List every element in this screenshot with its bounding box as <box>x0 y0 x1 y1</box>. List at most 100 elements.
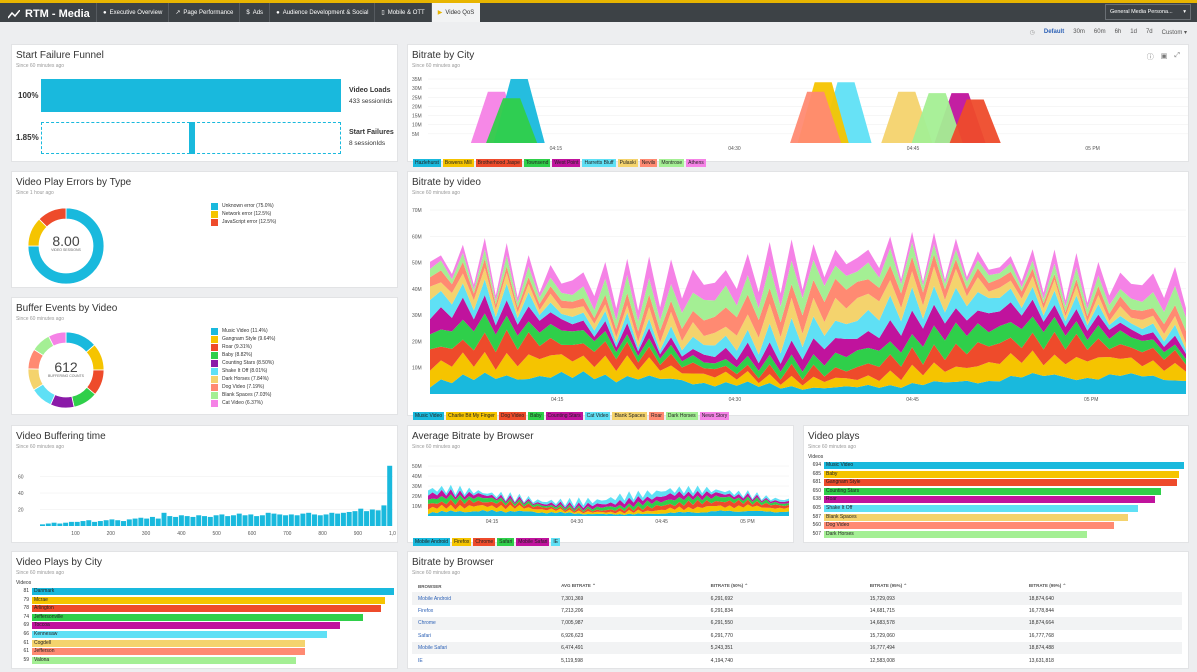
legend-safari[interactable]: Safari <box>497 538 515 546</box>
tab-page-performance[interactable]: ↗ Page Performance <box>168 3 239 22</box>
area-ie[interactable] <box>428 484 789 509</box>
legend-mobile-safari[interactable]: Mobile Safari <box>516 538 550 546</box>
area-townsend[interactable] <box>486 98 538 143</box>
histogram-bar[interactable] <box>45 523 51 526</box>
legend-roar[interactable]: Roar <box>649 412 664 420</box>
histogram-bar[interactable] <box>196 515 202 526</box>
donut-slice[interactable] <box>48 331 67 347</box>
histogram-bar[interactable] <box>149 516 155 526</box>
bar-danmark[interactable]: Danmark <box>32 588 394 595</box>
histogram-bar[interactable] <box>358 508 364 526</box>
bar-toccoa[interactable]: Toccoa <box>32 622 341 630</box>
histogram-bar[interactable] <box>178 515 184 526</box>
legend-charlie-bit-my-finger[interactable]: Charlie Bit My Finger <box>446 412 497 420</box>
area-counting-stars[interactable] <box>430 295 1186 372</box>
legend-item[interactable]: Blank Spaces (7.03%) <box>211 391 275 399</box>
time-option-custom[interactable]: Custom ▾ <box>1162 29 1187 36</box>
bar-counting-stars[interactable]: Counting Stars <box>824 487 1162 495</box>
histogram-bar[interactable] <box>300 513 306 526</box>
time-option-1d[interactable]: 1d <box>1130 29 1137 35</box>
area-music-video[interactable] <box>430 371 1186 394</box>
donut-slice[interactable] <box>27 207 105 285</box>
bar-music-video[interactable]: Music Video <box>824 462 1184 469</box>
histogram-bar[interactable] <box>155 518 161 526</box>
legend-item[interactable]: Counting Stars (8.50%) <box>211 359 275 367</box>
bar-jefferson[interactable]: Jefferson <box>32 648 305 656</box>
histogram-bar[interactable] <box>242 515 248 526</box>
tab-executive-overview[interactable]: ● Executive Overview <box>96 3 168 22</box>
histogram-bar[interactable] <box>271 513 277 526</box>
histogram-bar[interactable] <box>92 521 98 526</box>
bar-arlington[interactable]: Arlington <box>32 605 381 613</box>
area-charlie-bit-my-finger[interactable] <box>430 350 1186 390</box>
table-cell[interactable]: Mobile Safari <box>412 641 556 655</box>
column-header[interactable]: BROWSER <box>418 583 442 589</box>
area-baby[interactable] <box>430 313 1186 380</box>
column-header[interactable]: BITRATE (99%) ⌃ <box>1028 583 1067 589</box>
histogram-bar[interactable] <box>213 515 219 526</box>
histogram-bar[interactable] <box>346 511 352 526</box>
histogram-bar[interactable] <box>167 516 173 526</box>
bar-gangnam-style[interactable]: Gangnam Style <box>824 479 1178 487</box>
bar-mcrae[interactable]: Mcrae <box>32 596 386 604</box>
area-chrome[interactable] <box>428 498 789 514</box>
histogram-bar[interactable] <box>277 514 283 526</box>
legend-bowens-mill[interactable]: Bowens Mill <box>442 159 474 167</box>
table-cell[interactable]: Safari <box>418 632 432 639</box>
histogram-bar[interactable] <box>109 519 115 526</box>
area-dark-horses[interactable] <box>430 242 1186 332</box>
legend-hazlehurst[interactable]: Hazlehurst <box>413 159 441 167</box>
info-icon[interactable]: ⓘ <box>1146 54 1154 61</box>
donut-slice[interactable] <box>38 207 67 228</box>
app-brand[interactable]: RTM - Media <box>8 6 90 22</box>
legend-item[interactable]: Cat Video (6.37%) <box>211 399 275 407</box>
histogram-bar[interactable] <box>86 520 92 526</box>
histogram-bar[interactable] <box>138 517 144 526</box>
legend-west-point[interactable]: West Point <box>552 159 581 167</box>
legend-item[interactable]: Music Video (11.4%) <box>211 327 275 335</box>
table-cell[interactable]: Firefox <box>418 607 434 614</box>
histogram-bar[interactable] <box>375 510 381 526</box>
histogram-bar[interactable] <box>288 514 294 526</box>
histogram-bar[interactable] <box>254 516 260 526</box>
legend-music-video[interactable]: Music Video <box>413 412 445 420</box>
area-nevils[interactable] <box>790 91 842 143</box>
histogram-bar[interactable] <box>335 513 341 526</box>
area-firefox[interactable] <box>428 504 789 515</box>
histogram-bar[interactable] <box>306 512 312 526</box>
histogram-bar[interactable] <box>259 515 265 526</box>
time-option-30m[interactable]: 30m <box>1073 29 1085 35</box>
histogram-bar[interactable] <box>207 516 213 526</box>
legend-ie[interactable]: IE <box>551 538 561 546</box>
histogram-bar[interactable] <box>340 512 346 526</box>
histogram-bar[interactable] <box>311 514 317 526</box>
area-brotherhood-jaspe[interactable] <box>949 99 1001 143</box>
histogram-bar[interactable] <box>40 524 45 526</box>
area-mobile-safari[interactable] <box>428 489 789 511</box>
histogram-bar[interactable] <box>121 521 127 526</box>
legend-item[interactable]: Dog Video (7.19%) <box>211 383 275 391</box>
funnel-bar-loads[interactable] <box>41 79 341 112</box>
legend-item[interactable]: JavaScript error (12.5%) <box>211 218 276 226</box>
area-mobile-android[interactable] <box>428 509 789 516</box>
tab-ads[interactable]: $ Ads <box>239 3 269 22</box>
legend-baby[interactable]: Baby <box>528 412 544 420</box>
histogram-bar[interactable] <box>387 465 393 526</box>
tab-audience-development[interactable]: ● Audience Development & Social <box>269 3 374 22</box>
area-montrose[interactable] <box>911 93 963 143</box>
legend-item[interactable]: Shake It Off (8.01%) <box>211 367 275 375</box>
histogram-bar[interactable] <box>51 522 57 526</box>
terminal-icon[interactable]: ▣ <box>1160 53 1168 60</box>
legend-dark-horses[interactable]: Dark Horses <box>665 412 698 420</box>
area-blank-spaces[interactable] <box>430 266 1186 355</box>
histogram-bar[interactable] <box>329 512 335 526</box>
histogram-bar[interactable] <box>126 519 132 526</box>
histogram-bar[interactable] <box>115 520 121 526</box>
histogram-bar[interactable] <box>364 511 370 526</box>
legend-firefox[interactable]: Firefox <box>452 538 472 546</box>
histogram-bar[interactable] <box>352 511 358 526</box>
histogram-bar[interactable] <box>265 512 271 526</box>
histogram-bar[interactable] <box>63 522 69 526</box>
histogram-bar[interactable] <box>236 513 242 526</box>
area-dog-video[interactable] <box>430 329 1186 386</box>
